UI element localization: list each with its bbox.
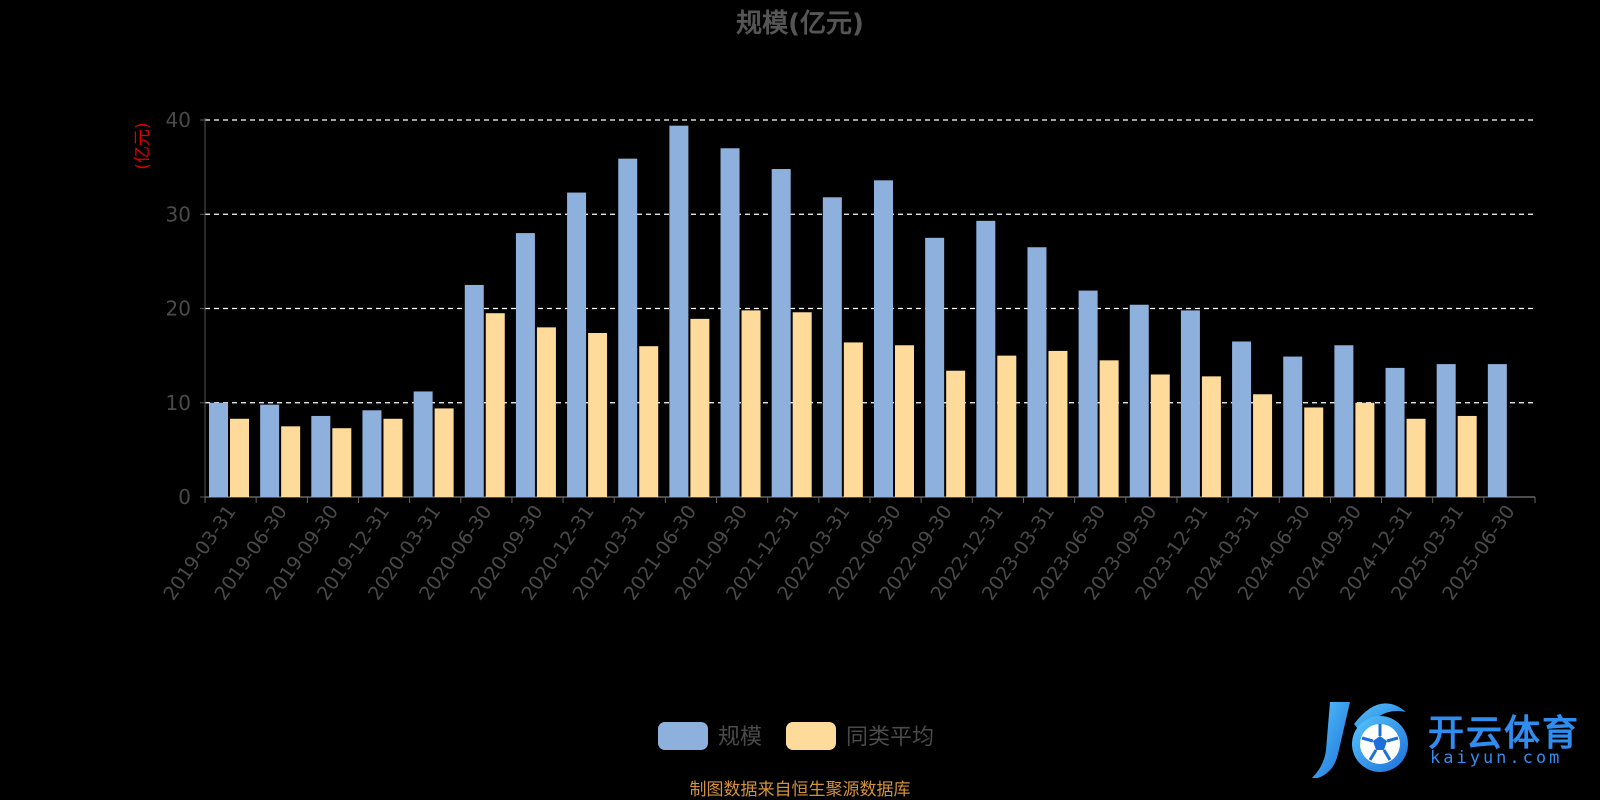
bar-peer-average: [485, 313, 505, 497]
bar-scale: [822, 197, 842, 497]
bar-scale: [1129, 304, 1149, 497]
bar-scale: [1027, 247, 1047, 497]
bar-peer-average: [843, 342, 863, 497]
legend-label[interactable]: 同类平均: [846, 725, 934, 750]
bar-peer-average: [1253, 394, 1273, 497]
bar-peer-average: [1304, 407, 1324, 497]
bar-peer-average: [1150, 374, 1170, 497]
bar-scale: [1487, 364, 1507, 497]
bar-scale: [515, 233, 535, 497]
bar-peer-average: [281, 426, 301, 497]
bar-peer-average: [895, 345, 914, 497]
brand-url: kaiyun.com: [1430, 748, 1563, 768]
y-tick-label: 30: [166, 202, 191, 226]
bar-peer-average: [946, 370, 966, 497]
soccer-ball-logo-icon: [1312, 702, 1408, 778]
bar-scale: [1385, 367, 1405, 497]
legend: 规模 同类平均: [658, 722, 934, 750]
bar-peer-average: [1457, 415, 1477, 497]
bar-peer-average: [741, 310, 761, 497]
legend-label[interactable]: 规模: [718, 725, 762, 750]
bar-scale: [260, 404, 280, 497]
bar-scale: [1180, 310, 1200, 497]
bar-peer-average: [1048, 350, 1068, 497]
bar-scale: [669, 125, 689, 497]
bar-scale: [311, 415, 331, 497]
bar-scale: [464, 284, 484, 497]
brand-logo: 开云体育 kaiyun.com: [1310, 694, 1600, 794]
bar-peer-average: [230, 418, 249, 497]
y-tick-label: 20: [166, 297, 191, 321]
legend-swatch[interactable]: [658, 722, 708, 750]
legend-swatch[interactable]: [786, 722, 836, 750]
bar-peer-average: [1355, 402, 1375, 497]
bar-scale: [1283, 356, 1303, 497]
bar-scale: [413, 391, 433, 497]
bar-peer-average: [639, 346, 659, 497]
bar-scale: [925, 237, 945, 497]
bar-peer-average: [332, 428, 352, 497]
bar-peer-average: [588, 333, 608, 497]
y-tick-label: 10: [166, 391, 191, 415]
bar-scale: [1436, 364, 1456, 497]
bar-scale: [567, 192, 587, 497]
bar-peer-average: [434, 408, 454, 497]
bar-peer-average: [997, 355, 1017, 497]
y-tick-label: 0: [178, 485, 191, 509]
bar-peer-average: [1406, 418, 1426, 497]
bar-peer-average: [536, 327, 556, 497]
bar-scale: [362, 410, 382, 497]
brand-name: 开云体育: [1428, 713, 1581, 754]
bar-scale: [720, 148, 740, 497]
bar-scale: [874, 180, 893, 497]
bar-peer-average: [1099, 360, 1119, 497]
bar-peer-average: [690, 318, 710, 497]
y-tick-label: 40: [166, 108, 191, 132]
bar-peer-average: [792, 312, 812, 497]
bar-peer-average: [383, 418, 403, 497]
chart-title: 规模(亿元): [736, 9, 864, 39]
y-axis-label: (亿元): [133, 122, 153, 169]
bar-scale: [1232, 341, 1252, 497]
bar-scale: [1334, 345, 1354, 497]
bar-scale: [976, 220, 996, 497]
bar-scale: [1078, 290, 1098, 497]
bar-peer-average: [1201, 376, 1221, 497]
bar-scale: [209, 402, 228, 497]
bar-scale: [618, 158, 638, 497]
data-source-note: 制图数据来自恒生聚源数据库: [690, 780, 911, 800]
bar-scale: [771, 169, 791, 497]
